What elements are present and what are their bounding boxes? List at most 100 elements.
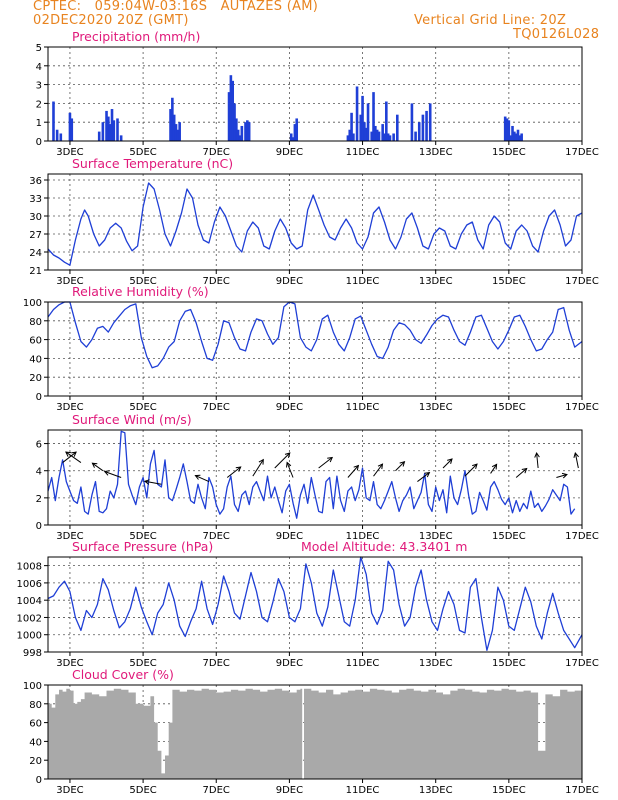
precipitation-bar	[52, 101, 55, 141]
precipitation-bar	[364, 127, 368, 141]
precipitation-bar	[110, 109, 114, 141]
wind-direction-arrow	[226, 466, 242, 478]
precipitation-bar	[417, 122, 421, 141]
pressure-xtick-label: 17DEC	[565, 658, 599, 669]
pressure-ytick-label: 1008	[17, 562, 42, 573]
cloud-cover-xtick-label: 7DEC	[203, 785, 230, 796]
wind-direction-arrow	[92, 462, 104, 472]
temperature-ytick-label: 36	[29, 176, 42, 187]
cloud-cover-ytick-label: 80	[29, 700, 42, 711]
wind-direction-arrow	[104, 471, 122, 478]
temperature-xtick-label: 17DEC	[565, 276, 599, 287]
wind-direction-arrow	[373, 463, 383, 477]
pressure-ytick-label: 1006	[17, 579, 42, 590]
precipitation-bar	[229, 75, 233, 141]
cloud-cover-ytick-label: 100	[23, 681, 42, 692]
precipitation-bar	[385, 101, 388, 141]
precipitation-bar	[116, 118, 119, 141]
precipitation-bar	[514, 133, 518, 141]
pressure-frame	[47, 556, 583, 653]
precipitation-xtick-label: 7DEC	[203, 147, 230, 158]
humidity-xtick-label: 15DEC	[492, 402, 526, 413]
humidity-ytick-label: 100	[23, 298, 42, 309]
humidity-xtick-label: 11DEC	[346, 402, 380, 413]
precipitation-bar	[289, 133, 293, 141]
wind-ytick-label: 0	[36, 521, 42, 532]
temperature-ytick-label: 24	[29, 248, 42, 259]
precipitation-bar	[352, 133, 355, 141]
precipitation-bar	[355, 86, 359, 141]
precipitation-bar	[366, 103, 370, 141]
precipitation-bar	[503, 116, 507, 141]
humidity-ytick-label: 60	[29, 336, 42, 347]
precipitation-bar	[363, 122, 366, 141]
wind-arrow-head	[286, 461, 292, 468]
precipitation-xtick-label: 17DEC	[565, 147, 599, 158]
precipitation-ytick-label: 3	[36, 81, 42, 92]
precipitation-bar	[509, 135, 512, 141]
wind-arrow-head	[284, 452, 291, 458]
wind-arrow-head	[258, 458, 264, 465]
wind-panel: 0 2 4 6 3DEC 5DEC 7DEC 9DEC 11DEC 13DEC 15DEC 17DEC…	[36, 412, 599, 542]
precipitation-bar	[172, 114, 176, 141]
wind-direction-arrow	[556, 474, 568, 478]
precipitation-bar	[236, 129, 240, 141]
precipitation-bar	[513, 131, 516, 141]
pressure-ytick-label: 1000	[17, 631, 42, 642]
precipitation-frame	[47, 46, 583, 142]
pressure-title: Surface Pressure (hPa)	[72, 539, 213, 554]
cloud-cover-ytick-label: 20	[29, 756, 42, 767]
pressure-xtick-label: 5DEC	[129, 658, 156, 669]
precipitation-bar	[119, 135, 123, 141]
temperature-panel: 21 24 27 30 33 36 3DEC 5DEC 7DEC 9DEC 11DEC 13DEC 15…	[29, 156, 599, 287]
pressure-ytick-label: 1004	[17, 596, 42, 607]
precipitation-bar	[247, 122, 251, 141]
wind-ytick-label: 2	[36, 494, 42, 505]
cloud-cover-xtick-label: 13DEC	[419, 785, 453, 796]
pressure-panel: 998 1000 1002 1004 1006 1008 3DEC 5DEC 7DEC 9DEC 1…	[17, 539, 599, 669]
precipitation-bar	[383, 133, 386, 141]
humidity-xtick-label: 17DEC	[565, 402, 599, 413]
precipitation-bar	[346, 135, 350, 141]
temperature-xtick-label: 9DEC	[276, 276, 303, 287]
precipitation-bar	[359, 114, 363, 141]
wind-arrow-head	[573, 451, 579, 458]
precipitation-bar	[55, 129, 59, 141]
pressure-xtick-label: 15DEC	[492, 658, 526, 669]
precipitation-xtick-label: 13DEC	[419, 147, 453, 158]
wind-arrow-head	[71, 451, 77, 457]
precipitation-bar	[516, 129, 520, 141]
humidity-ytick-label: 20	[29, 373, 42, 384]
precipitation-bar	[171, 97, 174, 141]
cloud-cover-ytick-label: 40	[29, 737, 42, 748]
precipitation-bar	[388, 135, 392, 141]
wind-arrow-head	[91, 462, 98, 468]
temperature-xtick-label: 13DEC	[419, 276, 453, 287]
cloud-cover-title: Cloud Cover (%)	[72, 667, 174, 682]
cloud-cover-ytick-label: 60	[29, 719, 42, 730]
wind-direction-arrow	[286, 462, 294, 478]
humidity-ytick-label: 40	[29, 354, 42, 365]
cloud-cover-xtick-label: 11DEC	[346, 785, 380, 796]
wind-arrow-head	[235, 466, 242, 472]
wind-direction-arrow	[536, 452, 539, 469]
wind-xtick-label: 17DEC	[565, 531, 599, 542]
humidity-frame	[47, 301, 583, 397]
precipitation-panel: 0 1 2 3 4 5 3DEC 5DEC 7DEC 9DEC 11DEC 13DEC 15DEC 17D…	[36, 29, 599, 158]
precipitation-bar	[107, 116, 110, 141]
wind-xtick-label: 5DEC	[129, 531, 156, 542]
wind-arrow-head	[353, 464, 360, 471]
precipitation-ytick-label: 0	[36, 137, 42, 148]
wind-xtick-label: 15DEC	[492, 531, 526, 542]
wind-xtick-label: 13DEC	[419, 531, 453, 542]
humidity-series-line	[47, 301, 583, 369]
wind-direction-arrow	[515, 468, 527, 478]
wind-direction-arrow	[574, 452, 579, 469]
precipitation-bar	[375, 129, 379, 141]
pressure-series-line	[47, 556, 583, 651]
wind-direction-arrow	[144, 480, 162, 485]
precipitation-bar	[381, 124, 384, 141]
wind-arrow-head	[424, 471, 431, 478]
wind-arrow-head	[327, 456, 334, 463]
wind-direction-arrow	[318, 457, 333, 469]
